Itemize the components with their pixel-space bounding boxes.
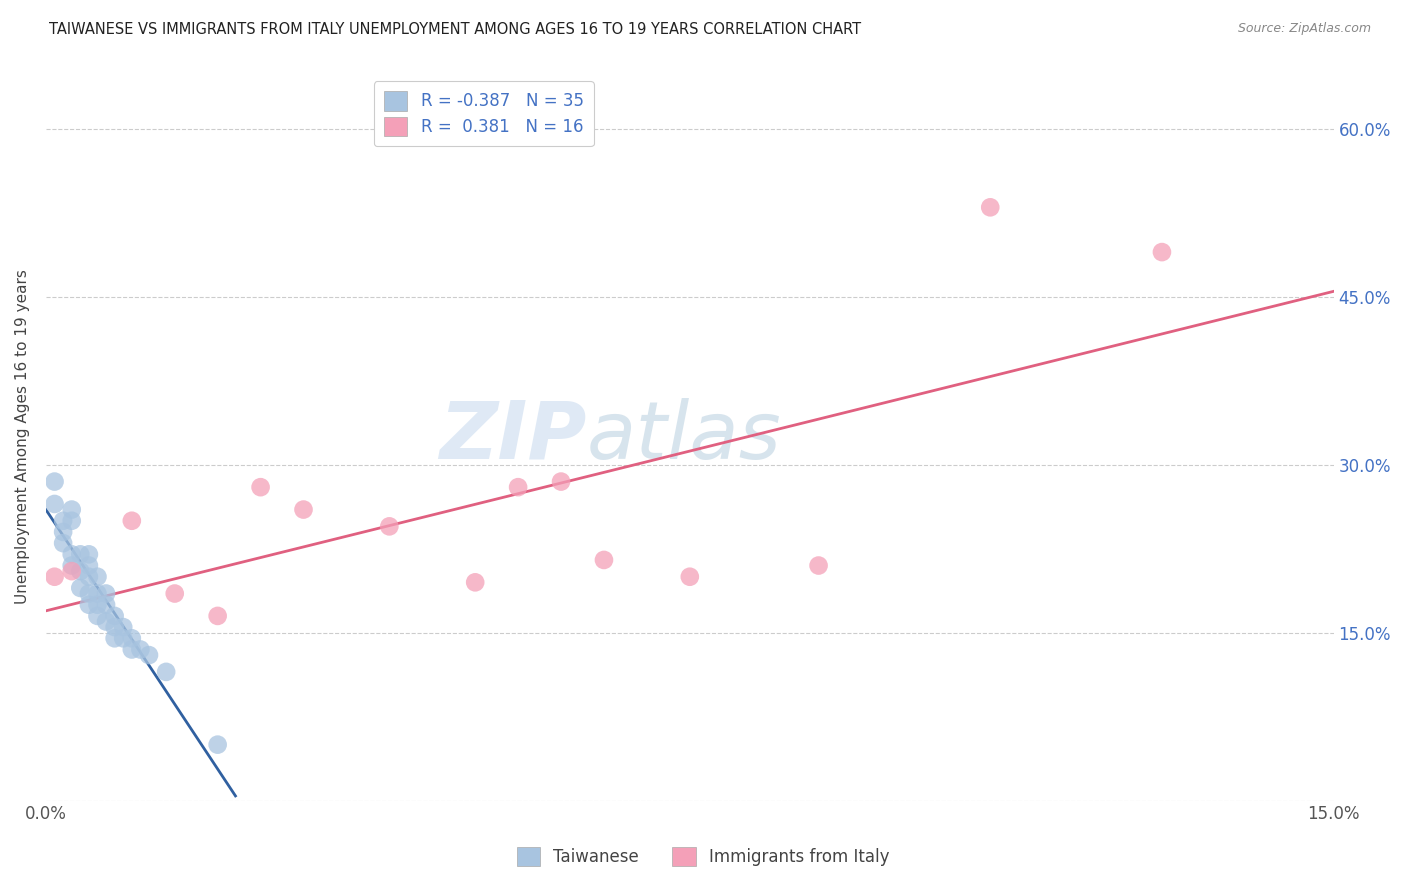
Point — [807, 558, 830, 573]
Point — [86, 586, 108, 600]
Point — [378, 519, 401, 533]
Point — [69, 564, 91, 578]
Point — [121, 642, 143, 657]
Point — [138, 648, 160, 662]
Point — [77, 586, 100, 600]
Point — [121, 514, 143, 528]
Point — [593, 553, 616, 567]
Point — [77, 558, 100, 573]
Point — [69, 547, 91, 561]
Point — [121, 632, 143, 646]
Point — [249, 480, 271, 494]
Text: TAIWANESE VS IMMIGRANTS FROM ITALY UNEMPLOYMENT AMONG AGES 16 TO 19 YEARS CORREL: TAIWANESE VS IMMIGRANTS FROM ITALY UNEMP… — [49, 22, 862, 37]
Point — [44, 475, 66, 489]
Point — [508, 480, 530, 494]
Point — [104, 620, 127, 634]
Point — [60, 547, 83, 561]
Point — [52, 514, 75, 528]
Point — [1150, 245, 1173, 260]
Point — [69, 581, 91, 595]
Text: Source: ZipAtlas.com: Source: ZipAtlas.com — [1237, 22, 1371, 36]
Point — [94, 598, 117, 612]
Point — [292, 502, 315, 516]
Point — [94, 615, 117, 629]
Point — [86, 598, 108, 612]
Point — [60, 564, 83, 578]
Point — [979, 200, 1001, 214]
Point — [60, 558, 83, 573]
Legend: R = -0.387   N = 35, R =  0.381   N = 16: R = -0.387 N = 35, R = 0.381 N = 16 — [374, 81, 593, 146]
Point — [60, 502, 83, 516]
Point — [44, 497, 66, 511]
Point — [52, 524, 75, 539]
Point — [60, 514, 83, 528]
Point — [112, 632, 135, 646]
Point — [77, 598, 100, 612]
Text: atlas: atlas — [586, 398, 782, 475]
Point — [86, 608, 108, 623]
Point — [207, 738, 229, 752]
Point — [679, 570, 702, 584]
Point — [550, 475, 572, 489]
Point — [94, 586, 117, 600]
Point — [104, 632, 127, 646]
Point — [77, 570, 100, 584]
Point — [52, 536, 75, 550]
Point — [207, 608, 229, 623]
Point — [112, 620, 135, 634]
Point — [86, 570, 108, 584]
Y-axis label: Unemployment Among Ages 16 to 19 years: Unemployment Among Ages 16 to 19 years — [15, 269, 30, 604]
Point — [464, 575, 486, 590]
Point — [44, 570, 66, 584]
Point — [77, 547, 100, 561]
Legend: Taiwanese, Immigrants from Italy: Taiwanese, Immigrants from Italy — [508, 838, 898, 875]
Point — [104, 608, 127, 623]
Point — [163, 586, 186, 600]
Text: ZIP: ZIP — [440, 398, 586, 475]
Point — [155, 665, 177, 679]
Point — [129, 642, 152, 657]
